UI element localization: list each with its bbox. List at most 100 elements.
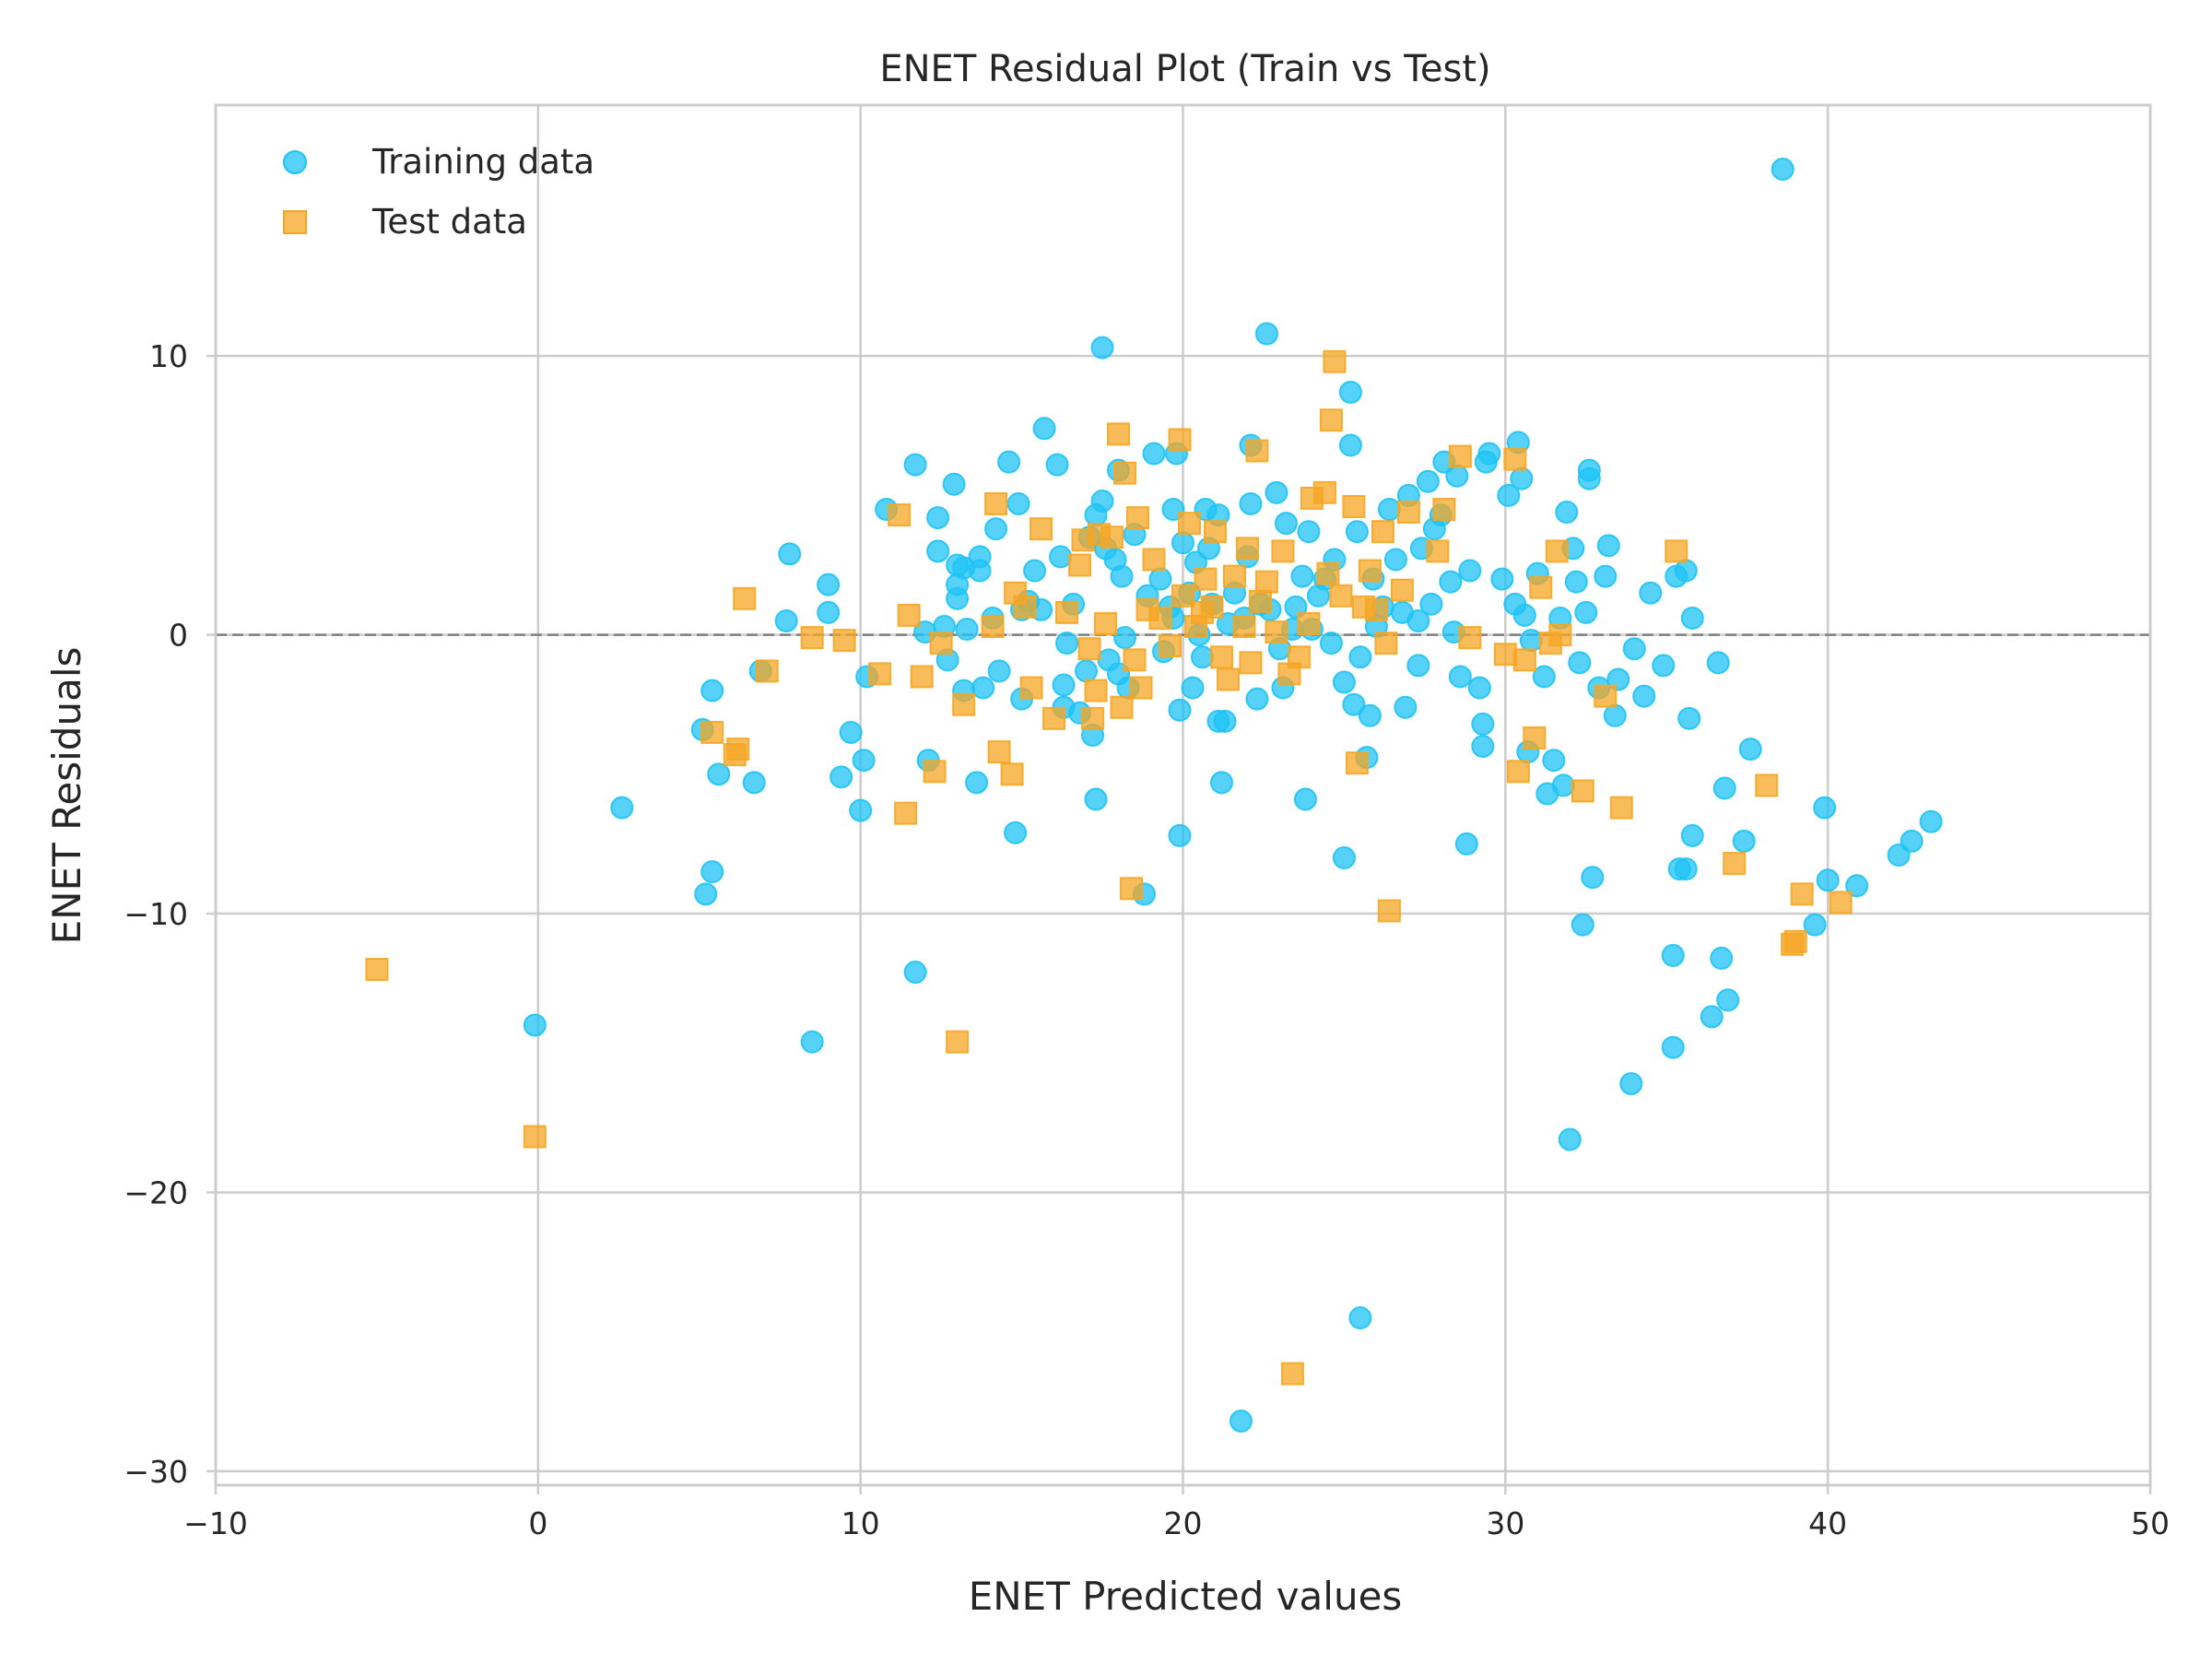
test-point <box>894 801 918 825</box>
test-point <box>1235 537 1259 561</box>
training-point <box>1632 684 1656 708</box>
training-point <box>987 659 1011 683</box>
test-point <box>1319 408 1343 432</box>
training-point <box>997 450 1021 474</box>
test-point <box>1571 779 1594 803</box>
test-point <box>1312 480 1336 504</box>
test-point <box>984 491 1008 515</box>
test-point <box>1280 1362 1304 1386</box>
training-point <box>817 600 841 624</box>
training-point <box>1245 687 1269 711</box>
chart-title: ENET Residual Plot (Train vs Test) <box>879 48 1490 90</box>
test-point <box>1342 494 1366 518</box>
test-point <box>897 603 921 627</box>
training-point <box>1738 738 1762 761</box>
test-point <box>1126 506 1150 530</box>
test-point <box>1329 584 1353 608</box>
test-point <box>1783 929 1807 953</box>
test-point <box>1396 501 1420 525</box>
training-point <box>946 586 970 610</box>
test-point <box>1123 648 1147 672</box>
test-point <box>1364 597 1388 621</box>
y-tick-label: −20 <box>124 1174 188 1210</box>
training-point <box>1619 1072 1643 1096</box>
test-point <box>1094 612 1118 636</box>
test-point <box>733 586 757 610</box>
test-point <box>1209 645 1233 669</box>
training-point <box>700 679 724 702</box>
test-point <box>832 629 856 653</box>
training-point <box>1639 581 1663 605</box>
training-point <box>1084 787 1108 811</box>
test-point <box>987 740 1011 764</box>
test-point <box>1265 620 1288 644</box>
test-point <box>1013 595 1037 619</box>
training-point <box>1674 857 1698 881</box>
training-point <box>1716 988 1740 1012</box>
test-point <box>1297 612 1321 636</box>
training-point <box>1803 913 1827 937</box>
training-point <box>1055 631 1079 655</box>
training-point <box>1558 1127 1582 1151</box>
training-point <box>1471 735 1495 759</box>
y-tick-labels: −30 −20 −10 0 10 <box>124 338 188 1490</box>
training-point <box>903 453 927 477</box>
test-point <box>1110 695 1134 719</box>
training-point <box>1006 491 1030 515</box>
test-point <box>1829 891 1853 915</box>
test-point <box>1068 553 1092 577</box>
test-point <box>1755 773 1779 797</box>
test-point <box>523 1125 547 1149</box>
training-point <box>1454 832 1478 856</box>
test-point <box>1723 852 1747 876</box>
training-point <box>1338 380 1362 404</box>
training-point <box>926 506 950 530</box>
training-point <box>1348 1306 1372 1330</box>
training-point <box>955 618 979 642</box>
training-point <box>1551 773 1575 797</box>
training-point <box>1680 606 1704 630</box>
training-point <box>1171 531 1194 555</box>
training-point <box>800 1030 824 1054</box>
training-point <box>1477 442 1501 466</box>
training-point <box>1113 626 1137 650</box>
training-point <box>1209 771 1233 795</box>
test-point <box>1200 595 1224 619</box>
training-point <box>849 798 873 822</box>
test-point <box>1426 539 1450 563</box>
training-point <box>1229 1409 1253 1433</box>
training-point <box>1532 665 1556 689</box>
training-point <box>1555 501 1579 525</box>
training-point <box>1342 692 1366 716</box>
training-point <box>1274 512 1298 536</box>
training-point <box>1358 703 1382 727</box>
test-point <box>1194 567 1218 591</box>
data-points <box>365 158 1943 1433</box>
training-point <box>1090 489 1114 513</box>
training-point <box>1377 498 1401 522</box>
x-tick-label: −10 <box>183 1505 248 1541</box>
training-point <box>1542 749 1566 773</box>
training-point <box>1661 943 1685 967</box>
test-point <box>1503 447 1527 471</box>
test-point <box>923 760 947 784</box>
x-tick-label: 0 <box>528 1505 547 1541</box>
test-point <box>1545 539 1569 563</box>
training-point <box>1706 651 1730 675</box>
legend-label-training: Training data <box>371 142 594 182</box>
test-point <box>726 738 750 761</box>
test-points <box>365 349 1853 1386</box>
test-point <box>1432 498 1456 522</box>
training-point <box>1004 820 1028 844</box>
test-point <box>1171 584 1194 608</box>
training-point <box>968 545 992 569</box>
test-point <box>1216 667 1240 691</box>
test-point <box>1081 706 1105 730</box>
test-point <box>800 626 824 650</box>
x-tick-label: 40 <box>1808 1505 1847 1541</box>
test-point <box>1107 422 1131 446</box>
training-point <box>1338 433 1362 457</box>
training-point <box>1293 787 1317 811</box>
